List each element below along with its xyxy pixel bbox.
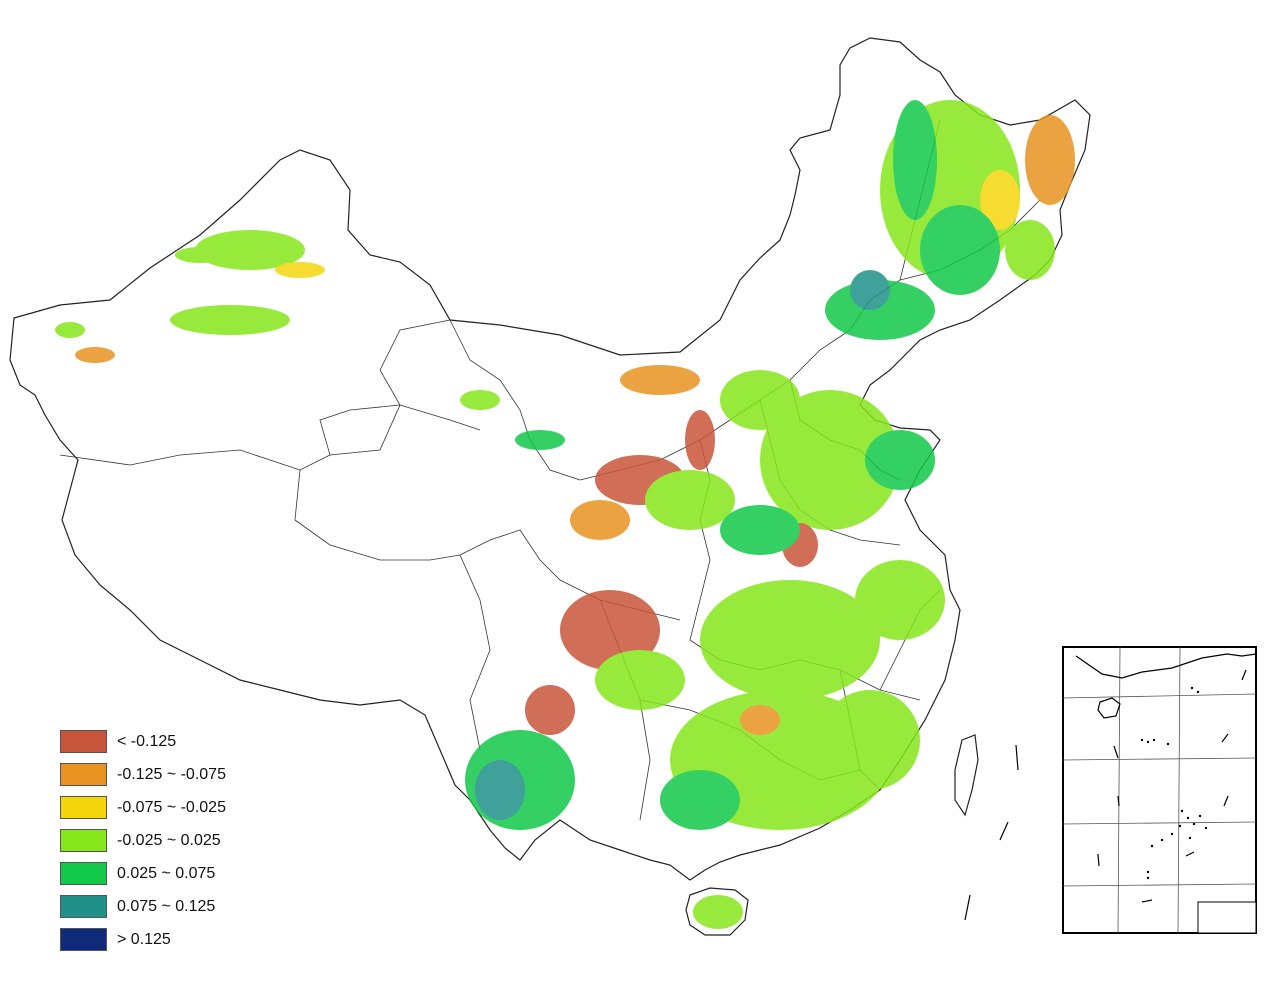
legend-label: -0.125 ~ -0.075 [117, 766, 226, 783]
legend-swatch [60, 796, 107, 819]
island-marks [964, 744, 1019, 921]
legend-swatch [60, 730, 107, 753]
legend-label: 0.025 ~ 0.075 [117, 865, 216, 882]
legend-swatch [60, 928, 107, 951]
legend-label: 0.075 ~ 0.125 [117, 898, 216, 915]
legend-swatch [60, 862, 107, 885]
legend-label: > 0.125 [117, 931, 171, 948]
legend-label: < -0.125 [117, 733, 177, 750]
taiwan-outline [954, 734, 979, 817]
legend-label: -0.025 ~ 0.025 [117, 832, 221, 849]
legend-swatch [60, 895, 107, 918]
legend-label: -0.075 ~ -0.025 [117, 799, 226, 816]
legend-swatch [60, 763, 107, 786]
raster-patches [55, 100, 1075, 929]
south-china-sea-inset [1062, 646, 1257, 934]
legend-swatch [60, 829, 107, 852]
